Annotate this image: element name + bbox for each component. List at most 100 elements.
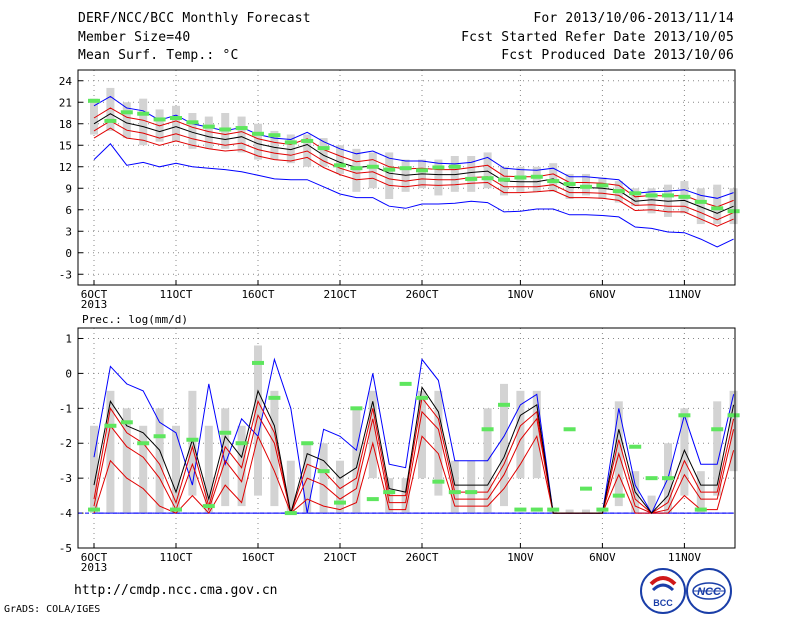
temp-mean-marker — [727, 209, 740, 214]
prec-y-tick-label: 1 — [65, 332, 72, 345]
forecast-start-date: Fcst Started Refer Date 2013/10/05 — [461, 30, 734, 45]
prec-spread-box — [172, 425, 180, 514]
prec-mean-marker — [301, 441, 314, 446]
temp-y-tick-label: -3 — [59, 268, 72, 281]
prec-spread-box — [582, 509, 590, 514]
prec-median-line — [93, 386, 735, 514]
temp-mean-marker — [711, 206, 724, 211]
prec-mean-marker — [416, 395, 428, 400]
prec-spread-box — [319, 443, 328, 514]
temp-spread-box — [483, 152, 492, 189]
prec-spread-box — [188, 390, 197, 496]
temp-mean-marker — [252, 131, 264, 136]
temp-mean-marker — [301, 138, 314, 143]
temp-mean-marker — [580, 184, 592, 189]
temp-mean-marker — [547, 179, 560, 184]
prec-mean-marker — [448, 490, 461, 495]
temp-spread-box — [270, 130, 279, 160]
temp-mean-marker — [629, 191, 642, 196]
temp-spread-box — [352, 148, 361, 192]
prec-mean-marker — [612, 493, 625, 498]
prec-x-tick-label: 11OCT — [159, 551, 192, 564]
temp-y-tick-label: 12 — [59, 161, 72, 174]
prec-spread-box — [270, 390, 279, 507]
temp-mean-marker — [530, 174, 543, 179]
prec-spread-box — [352, 408, 361, 514]
prec-mean-marker — [219, 430, 232, 435]
prec-mean-marker — [678, 413, 691, 418]
prec-max-line — [93, 357, 735, 515]
prec-y-tick-label: -5 — [59, 542, 72, 555]
prec-spread-box — [106, 390, 115, 514]
prec-mean-marker — [170, 507, 182, 512]
temp-spread-box — [434, 159, 443, 196]
temp-lower-line — [93, 120, 734, 221]
prec-mean-marker — [481, 427, 494, 432]
prec-mean-marker — [284, 511, 297, 516]
prec-x-tick-label: 11NOV — [668, 551, 701, 564]
temp-mean-marker — [399, 166, 412, 171]
prec-spread-box — [254, 345, 262, 496]
temp-mean-marker — [662, 193, 674, 198]
prec-y-tick-label: 0 — [65, 367, 72, 380]
temp-mean-marker — [137, 111, 150, 116]
temp-mean-marker — [678, 194, 691, 199]
prec-mean-marker — [153, 434, 166, 439]
source-url[interactable]: http://cmdp.ncc.cma.gov.cn — [74, 583, 278, 598]
temp-spread-box — [532, 166, 541, 192]
prec-spread-box — [155, 408, 164, 514]
temp-spread-box — [188, 113, 197, 149]
prec-spread-box — [122, 408, 131, 514]
prec-x-tick-label: 1NOV — [507, 551, 534, 564]
prec-x-year-label: 2013 — [81, 561, 108, 574]
temp-x-tick-label: 11NOV — [668, 288, 701, 301]
prec-spread-box — [434, 390, 443, 496]
prec-lower-line — [93, 410, 735, 515]
prec-mean-marker — [563, 427, 576, 432]
temp-spread-box — [385, 152, 394, 199]
prec-spread-box — [713, 401, 722, 496]
temp-spread-box — [106, 87, 115, 131]
temp-y-tick-label: 24 — [59, 75, 73, 88]
temp-y-tick-label: 15 — [59, 139, 72, 152]
temp-mean-marker — [514, 175, 527, 180]
prec-spread-box — [221, 408, 230, 507]
prec-mean-marker — [334, 500, 346, 505]
temp-spread-box — [336, 145, 344, 174]
temp-mean-marker — [481, 176, 494, 181]
temp-spread-box — [254, 123, 262, 160]
temp-spread-box — [204, 116, 213, 149]
ncc-logo: NCC — [686, 568, 732, 614]
prec-mean-marker — [252, 360, 264, 365]
prec-mean-marker — [202, 504, 215, 509]
temp-x-tick-label: 1NOV — [507, 288, 534, 301]
prec-x-tick-label: 6OCT — [81, 551, 108, 564]
temp-spread-box — [90, 98, 98, 135]
prec-spread-box — [336, 460, 344, 514]
temp-y-tick-label: 21 — [59, 96, 72, 109]
temp-mean-marker — [202, 124, 215, 129]
temp-max-line — [93, 95, 734, 199]
grads-credit: GrADS: COLA/IGES — [4, 604, 101, 615]
temp-spread-box — [450, 156, 459, 192]
temp-mean-marker — [694, 199, 707, 204]
temp-mean-marker — [350, 166, 363, 171]
prec-mean-marker — [514, 507, 527, 512]
prec-y-tick-label: -4 — [59, 507, 73, 520]
temp-x-tick-label: 21OCT — [323, 288, 356, 301]
temp-spread-box — [368, 152, 377, 189]
prec-mean-marker — [530, 507, 543, 512]
temp-spread-box — [549, 163, 558, 192]
bcc-logo: BCC — [640, 568, 686, 614]
temp-x-tick-label: 16OCT — [241, 288, 274, 301]
prec-mean-marker — [694, 507, 707, 512]
prec-y-tick-label: -2 — [59, 437, 72, 450]
member-size-label: Member Size=40 — [78, 30, 191, 45]
temp-spread-box — [139, 98, 148, 146]
prec-mean-marker — [383, 490, 396, 495]
temp-mean-marker — [366, 164, 379, 169]
prec-spread-box — [532, 390, 541, 479]
temp-spread-box — [467, 156, 476, 192]
prec-mean-marker — [235, 441, 248, 446]
prec-mean-marker — [137, 441, 150, 446]
